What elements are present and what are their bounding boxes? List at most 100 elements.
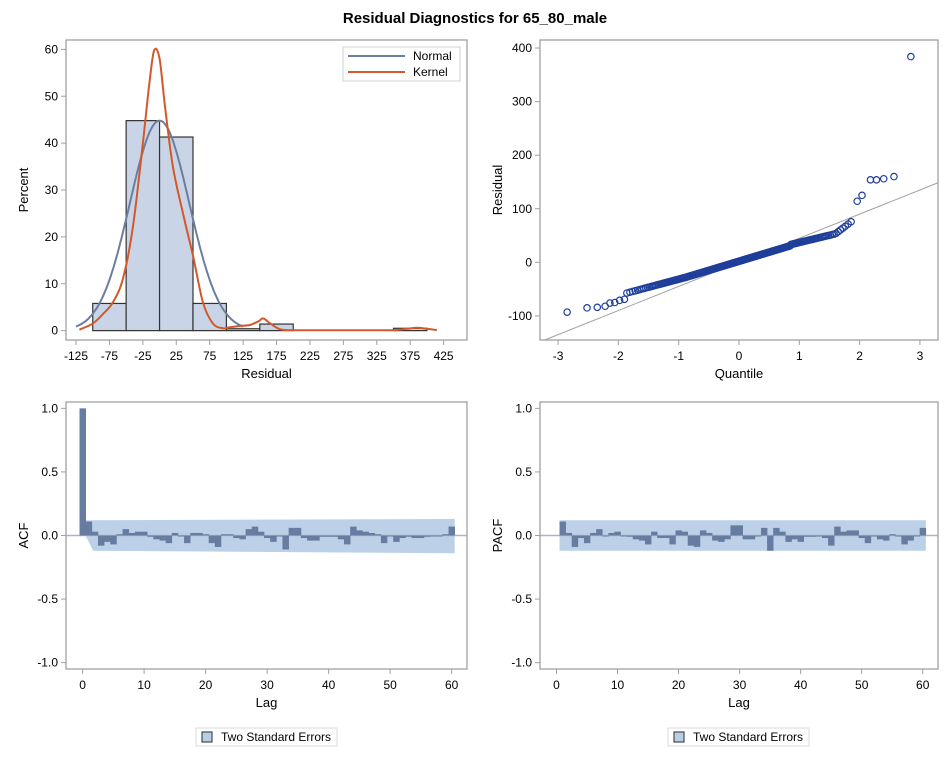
pacf-bar bbox=[614, 531, 621, 536]
acf-x-tick-label: 30 bbox=[260, 678, 274, 692]
pacf-y-tick-label: -0.5 bbox=[511, 592, 532, 606]
pacf-bar bbox=[907, 535, 914, 541]
pacf-bar bbox=[870, 535, 878, 537]
acf-bar bbox=[430, 535, 437, 537]
histogram-y-tick-label: 50 bbox=[45, 89, 59, 103]
pacf-x-tick-label: 60 bbox=[916, 678, 930, 692]
pacf-bar bbox=[797, 535, 805, 542]
pacf-bar bbox=[901, 535, 908, 545]
acf-bar bbox=[411, 535, 419, 539]
acf-bar bbox=[362, 531, 369, 536]
acf-bar bbox=[282, 535, 289, 550]
acf-bar bbox=[337, 535, 345, 540]
pacf-bar bbox=[602, 535, 609, 537]
pacf-bar bbox=[651, 531, 658, 536]
qq-x-tick-label: 0 bbox=[736, 349, 743, 363]
histogram-x-tick-label: 25 bbox=[170, 349, 184, 363]
histogram-x-tick-label: 325 bbox=[367, 349, 387, 363]
pacf-bar bbox=[852, 530, 859, 536]
pacf-bar bbox=[767, 535, 774, 551]
acf-bar bbox=[239, 535, 246, 540]
acf-bar bbox=[159, 535, 166, 541]
qq-point bbox=[583, 304, 591, 312]
pacf-bar bbox=[730, 525, 737, 536]
acf-bar bbox=[448, 526, 455, 536]
pacf-x-tick-label: 50 bbox=[855, 678, 869, 692]
acf-bar bbox=[128, 532, 136, 536]
acf-bar bbox=[245, 529, 253, 536]
pacf-x-tick-label: 40 bbox=[794, 678, 808, 692]
pacf-x-tick-label: 20 bbox=[672, 678, 686, 692]
pacf-bar bbox=[718, 535, 725, 542]
pacf-bar bbox=[779, 531, 786, 536]
pacf-y-tick-label: 1.0 bbox=[515, 401, 532, 415]
histogram-x-tick-label: 225 bbox=[300, 349, 320, 363]
kernel-density-line bbox=[78, 47, 438, 332]
pacf-legend-label: Two Standard Errors bbox=[693, 730, 803, 744]
pacf-bar bbox=[846, 530, 853, 536]
pacf-x-tick-label: 0 bbox=[553, 678, 560, 692]
acf-bar bbox=[313, 535, 320, 541]
qq-y-tick-label: 0 bbox=[525, 255, 532, 269]
qq-point bbox=[890, 172, 898, 181]
pacf-bar bbox=[742, 535, 750, 540]
acf-x-tick-label: 50 bbox=[383, 678, 397, 692]
pacf-bar bbox=[785, 535, 792, 542]
pacf-bar bbox=[577, 535, 585, 539]
histogram-x-tick-label: -25 bbox=[134, 349, 152, 363]
acf-bar bbox=[405, 535, 412, 537]
pacf-y-tick-label: 0.0 bbox=[515, 529, 532, 543]
histogram-x-tick-label: 125 bbox=[233, 349, 253, 363]
acf-y-axis-label: ACF bbox=[16, 522, 31, 548]
qq-x-tick-label: -3 bbox=[553, 349, 564, 363]
acf-bar bbox=[220, 534, 228, 536]
pacf-bar bbox=[724, 535, 731, 540]
acf-bar bbox=[294, 527, 302, 536]
pacf-bar bbox=[583, 535, 591, 544]
pacf-x-axis-label: Lag bbox=[728, 695, 750, 710]
histogram-y-axis-label: Percent bbox=[16, 167, 31, 212]
acf-bar bbox=[368, 532, 376, 536]
acf-bar bbox=[85, 521, 93, 536]
qq-point bbox=[563, 308, 571, 316]
acf-bar bbox=[356, 530, 363, 536]
pacf-y-tick-label: -1.0 bbox=[511, 656, 532, 670]
qq-y-tick-label: 300 bbox=[512, 95, 532, 109]
qq-point bbox=[606, 299, 614, 307]
qq-plot-frame bbox=[539, 39, 939, 341]
acf-x-tick-label: 10 bbox=[137, 678, 151, 692]
pacf-bar bbox=[644, 535, 652, 545]
qq-point bbox=[610, 298, 619, 307]
histogram-x-axis-label: Residual bbox=[241, 366, 292, 381]
qq-x-tick-label: 3 bbox=[917, 349, 924, 363]
qq-point bbox=[615, 296, 624, 305]
pacf-bar bbox=[712, 535, 719, 541]
acf-bar bbox=[196, 532, 203, 536]
acf-bar bbox=[288, 527, 296, 536]
acf-bar bbox=[171, 532, 179, 536]
pacf-bar bbox=[760, 527, 768, 536]
pacf-y-tick-label: 0.5 bbox=[515, 465, 532, 479]
pacf-bar bbox=[754, 535, 762, 537]
histogram-x-tick-label: -125 bbox=[64, 349, 88, 363]
histogram-x-tick-label: 75 bbox=[203, 349, 217, 363]
acf-bar bbox=[147, 535, 154, 537]
acf-legend-swatch bbox=[201, 731, 213, 743]
acf-bar bbox=[270, 535, 277, 542]
figure-title: Residual Diagnostics for 65_80_male bbox=[342, 10, 608, 27]
acf-bar bbox=[177, 535, 185, 537]
pacf-bar bbox=[596, 529, 603, 536]
pacf-bar bbox=[620, 535, 627, 537]
acf-bar bbox=[417, 535, 425, 539]
qq-point bbox=[620, 295, 629, 304]
acf-x-tick-label: 60 bbox=[445, 678, 459, 692]
histogram-y-tick-label: 20 bbox=[45, 230, 59, 244]
pacf-bar bbox=[791, 535, 798, 540]
acf-x-tick-label: 0 bbox=[79, 678, 86, 692]
pacf-bar bbox=[919, 527, 927, 536]
acf-bar bbox=[325, 535, 332, 537]
acf-bar bbox=[97, 535, 105, 546]
pacf-bar bbox=[626, 535, 634, 537]
pacf-bar bbox=[675, 530, 682, 536]
